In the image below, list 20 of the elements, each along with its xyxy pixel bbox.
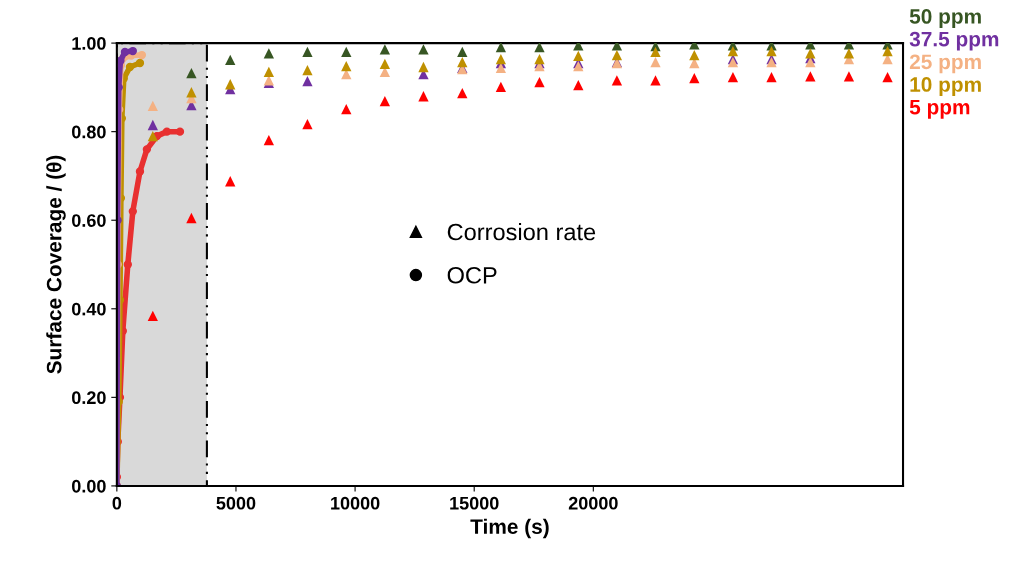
series-label: 50 ppm [909, 9, 981, 28]
series-label: 10 ppm [910, 77, 981, 96]
series-label: 25 ppm [909, 54, 981, 74]
annotation: Corrosion rate [447, 223, 596, 241]
y-tick-label: 0.60 [72, 214, 106, 227]
x-tick-label: 0 [112, 496, 122, 510]
y-tick-label: 0.80 [72, 125, 106, 139]
x-tick-label: 15000 [450, 496, 499, 510]
y-tick-label: 0.20 [72, 391, 106, 405]
y-tick-label: 1.00 [72, 37, 106, 50]
y-tick-label: 0.40 [72, 302, 106, 316]
x-tick-label: 5000 [216, 496, 256, 510]
annotation: OCP [447, 266, 497, 284]
x-axis-title: Time (s) [470, 518, 549, 539]
series-label: 5 ppm [909, 99, 970, 119]
x-tick-label: 20000 [568, 496, 618, 510]
y-axis-title: Surface Coverage / (θ) [46, 155, 66, 374]
x-tick-label: 10000 [331, 496, 380, 510]
y-tick-label: 0.00 [72, 479, 106, 493]
text: 37.5 ppm [909, 31, 999, 51]
